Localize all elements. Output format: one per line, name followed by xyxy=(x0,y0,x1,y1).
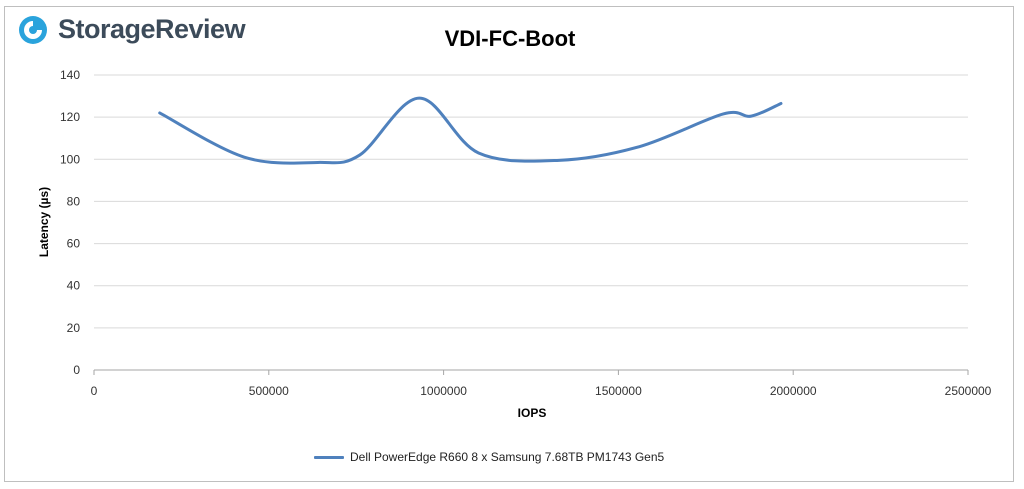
legend: Dell PowerEdge R660 8 x Samsung 7.68TB P… xyxy=(314,450,664,464)
y-tick-labels: 0 20 40 60 80 100 120 140 xyxy=(60,68,80,377)
chart-title: VDI-FC-Boot xyxy=(444,26,576,51)
x-tick-label: 500000 xyxy=(249,384,289,398)
series-line xyxy=(158,96,783,165)
y-axis-title: Latency (µs) xyxy=(37,187,51,257)
legend-swatch xyxy=(314,455,344,459)
x-axis-title: IOPS xyxy=(518,406,547,420)
y-tick-label: 80 xyxy=(67,194,81,208)
x-tick-label: 2000000 xyxy=(770,384,817,398)
x-tick-label: 0 xyxy=(91,384,98,398)
storagereview-logo-icon xyxy=(19,15,47,44)
gridlines xyxy=(93,74,969,375)
x-tick-labels: 0 500000 1000000 1500000 2000000 2500000 xyxy=(91,384,992,398)
y-tick-label: 20 xyxy=(67,321,81,335)
x-tick-label: 1000000 xyxy=(420,384,467,398)
y-tick-label: 40 xyxy=(67,279,81,293)
x-tick-label: 2500000 xyxy=(945,384,992,398)
y-tick-label: 60 xyxy=(67,237,81,251)
series-lines xyxy=(158,96,783,165)
y-tick-label: 0 xyxy=(73,363,80,377)
y-tick-label: 140 xyxy=(60,68,80,82)
legend-label: Dell PowerEdge R660 8 x Samsung 7.68TB P… xyxy=(350,450,665,464)
y-tick-label: 120 xyxy=(60,110,80,124)
storagereview-logo: StorageReview xyxy=(18,14,246,45)
x-tick-label: 1500000 xyxy=(595,384,642,398)
y-tick-label: 100 xyxy=(60,152,80,166)
logo-text: StorageReview xyxy=(58,14,246,44)
